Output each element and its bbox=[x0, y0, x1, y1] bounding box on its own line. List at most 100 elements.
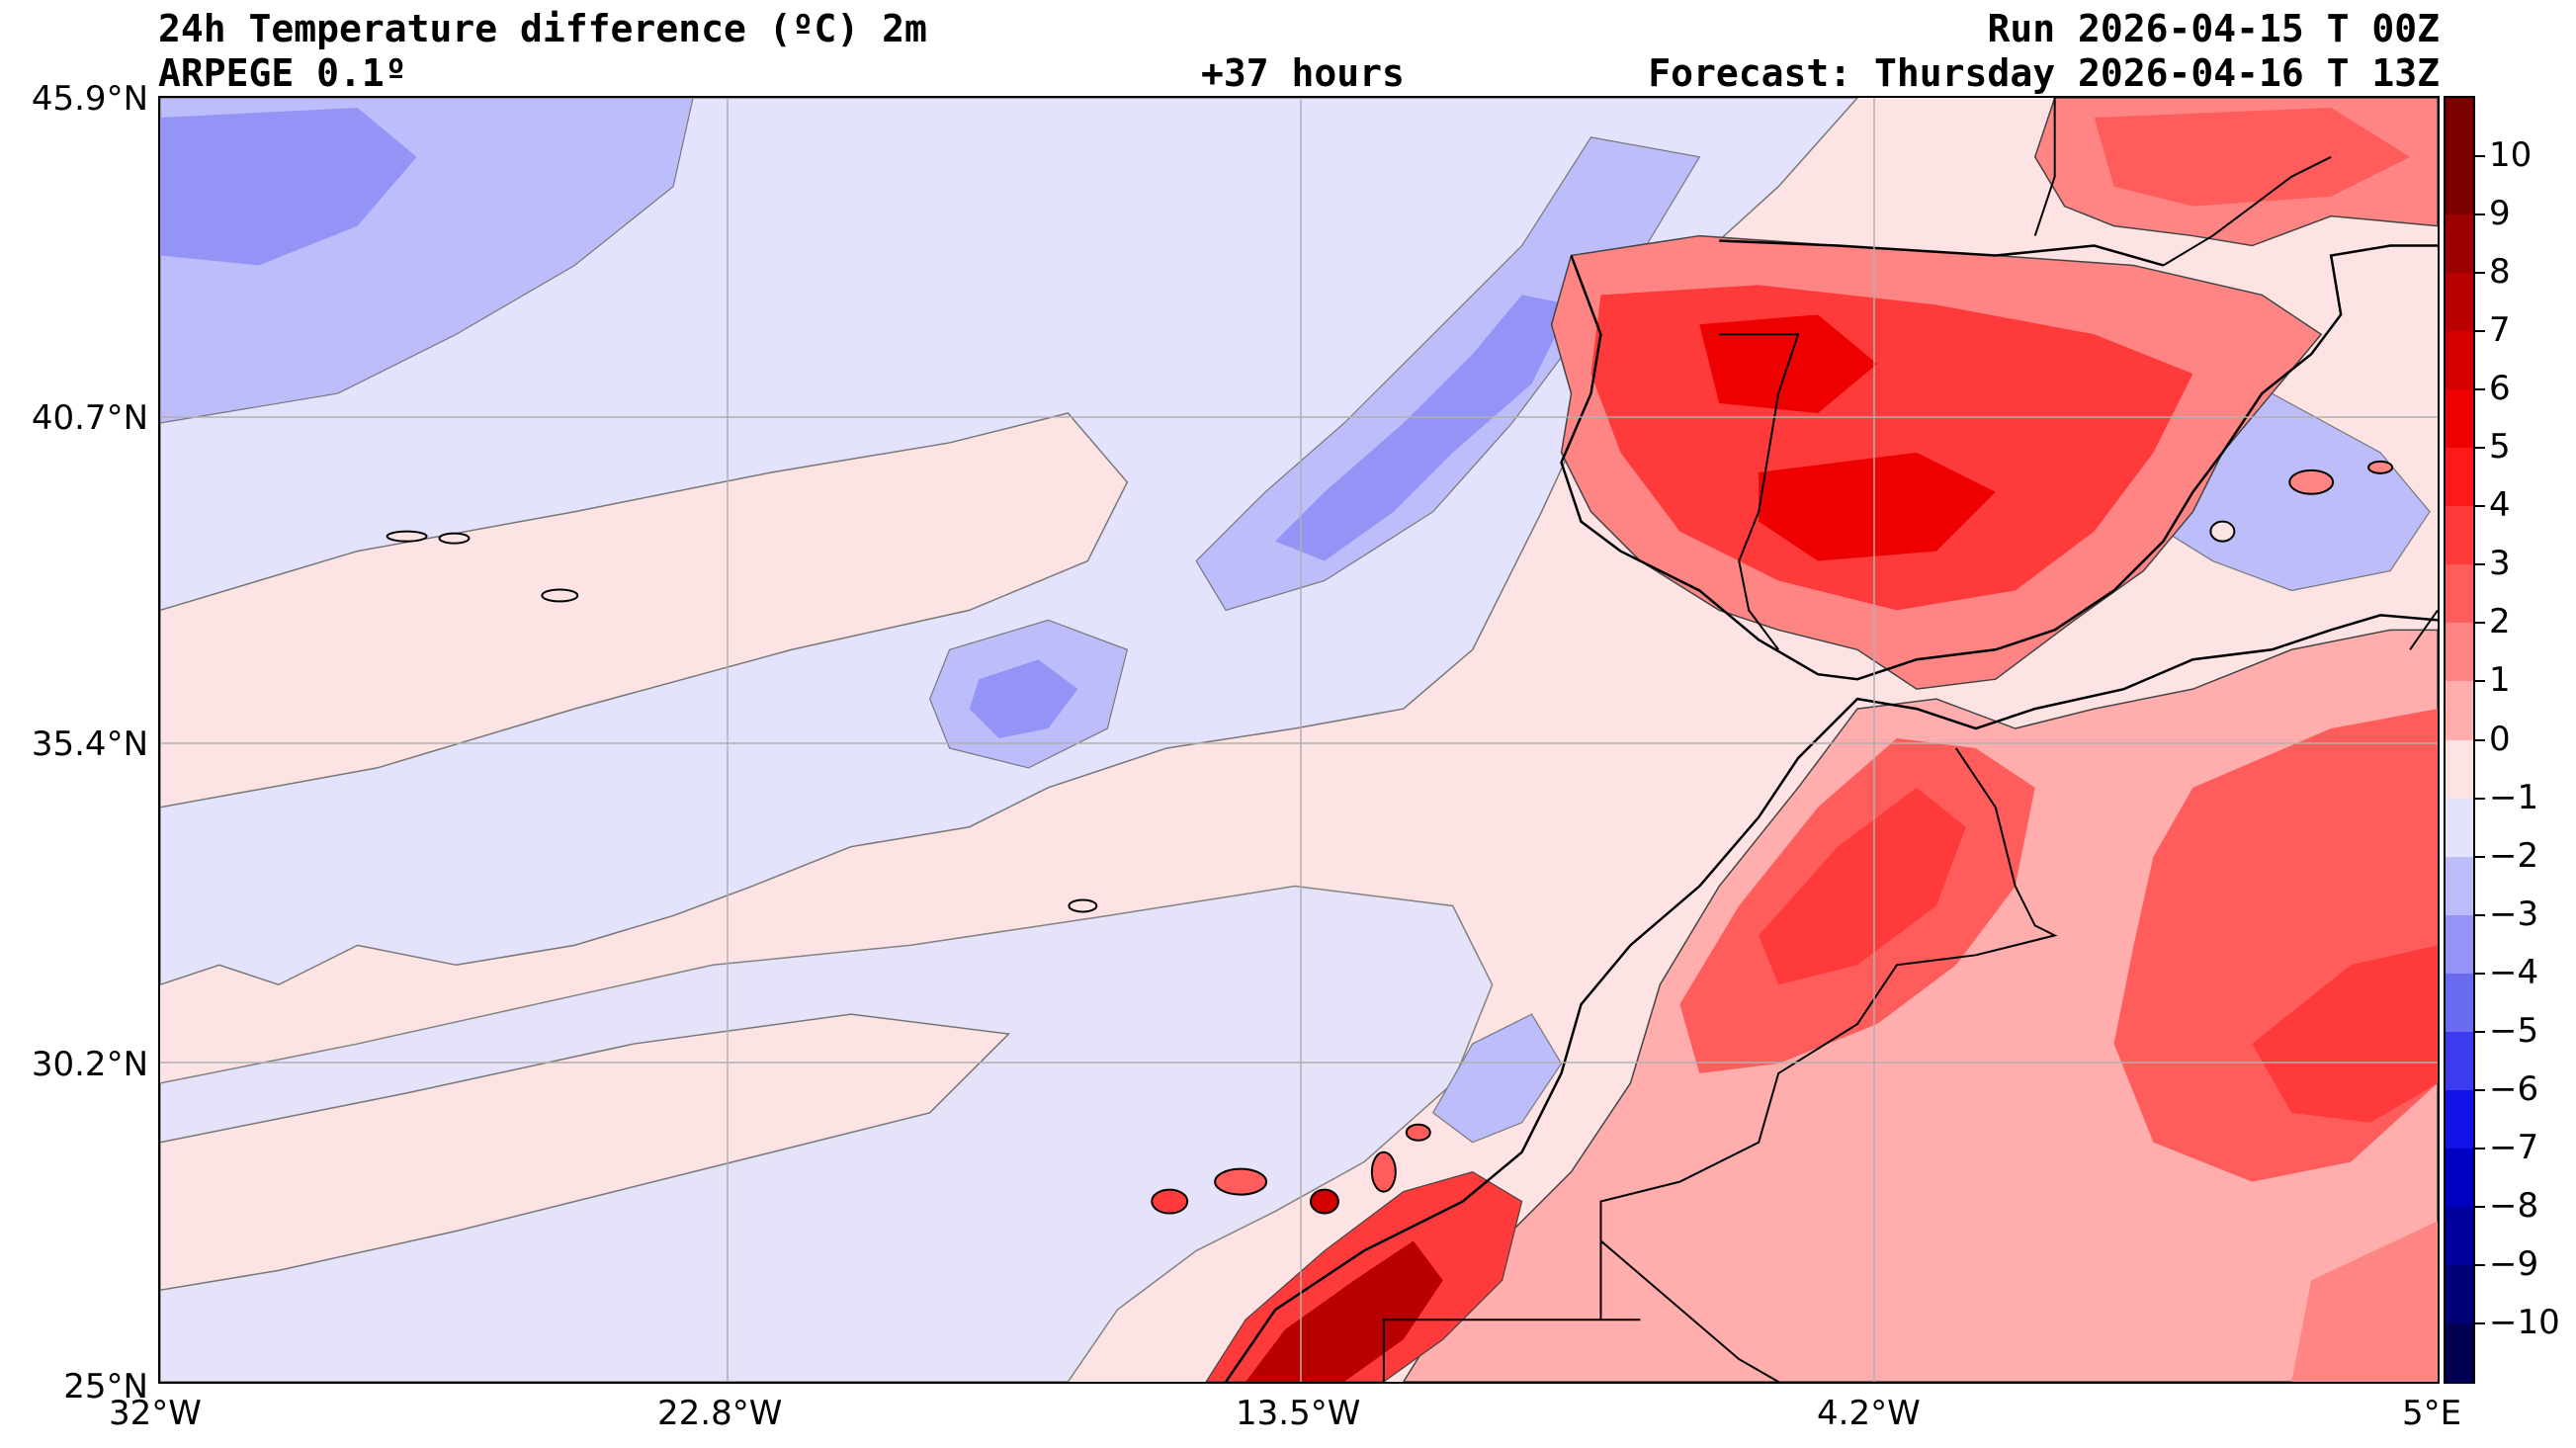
colorbar-tick bbox=[2475, 1321, 2485, 1324]
warm-patch-mid-atlantic bbox=[160, 412, 1129, 809]
warm-region-southeast-corner bbox=[2291, 1221, 2438, 1382]
colorbar-segment bbox=[2446, 739, 2473, 800]
colorbar-segment bbox=[2446, 914, 2473, 975]
madeira-island bbox=[1068, 898, 1098, 913]
azores-island-2 bbox=[438, 532, 471, 545]
colorbar bbox=[2444, 96, 2475, 1384]
lead-time-label: +37 hours bbox=[1201, 51, 1405, 95]
map-panel bbox=[158, 96, 2440, 1384]
morocco-algeria-border bbox=[1382, 747, 2058, 1382]
colorbar-label: −10 bbox=[2489, 1302, 2560, 1342]
colorbar-segment bbox=[2446, 389, 2473, 450]
colorbar-segment bbox=[2446, 273, 2473, 333]
colorbar-tick bbox=[2475, 155, 2485, 158]
warm-patch-southwest bbox=[160, 1013, 1011, 1292]
lat-label-30-2n: 30.2°N bbox=[31, 1045, 148, 1084]
forecast-label: Forecast: Thursday 2026-04-16 T 13Z bbox=[1648, 51, 2440, 95]
hot-core-morocco bbox=[1759, 787, 1966, 985]
hot-spot-iberia-2 bbox=[1759, 452, 1996, 561]
colorbar-tick bbox=[2475, 272, 2485, 275]
colorbar-tick bbox=[2475, 388, 2485, 391]
balearic-island-3 bbox=[2367, 460, 2394, 474]
lat-label-45-9n: 45.9°N bbox=[31, 79, 148, 119]
canary-island-2 bbox=[1214, 1167, 1268, 1196]
colorbar-label: 1 bbox=[2489, 660, 2511, 701]
colorbar-tick bbox=[2475, 213, 2485, 216]
colorbar-label: −6 bbox=[2489, 1068, 2539, 1109]
colorbar-label: −9 bbox=[2489, 1243, 2539, 1284]
colorbar-label: −7 bbox=[2489, 1127, 2539, 1167]
colorbar-tick bbox=[2475, 972, 2485, 975]
colorbar-label: 2 bbox=[2489, 602, 2511, 642]
colorbar-segment bbox=[2446, 448, 2473, 508]
hot-core-france bbox=[2094, 107, 2411, 207]
lat-label-40-7n: 40.7°N bbox=[31, 398, 148, 438]
colorbar-label: −1 bbox=[2489, 777, 2539, 817]
colorbar-label: 4 bbox=[2489, 485, 2511, 526]
colorbar-label: 7 bbox=[2489, 310, 2511, 351]
colorbar-label: 9 bbox=[2489, 194, 2511, 234]
colorbar-segment bbox=[2446, 1206, 2473, 1266]
colorbar-segment bbox=[2446, 856, 2473, 916]
temperature-map bbox=[160, 98, 2438, 1382]
canary-island-4 bbox=[1370, 1150, 1397, 1193]
canary-island-1 bbox=[1151, 1188, 1189, 1215]
canary-island-3 bbox=[1309, 1188, 1339, 1215]
azores-island-3 bbox=[541, 588, 579, 603]
colorbar-segment bbox=[2446, 156, 2473, 216]
colorbar-label: 6 bbox=[2489, 369, 2511, 409]
colorbar-tick bbox=[2475, 1088, 2485, 1091]
model-label: ARPEGE 0.1º bbox=[158, 51, 407, 95]
colorbar-label: −3 bbox=[2489, 894, 2539, 934]
colorbar-segment bbox=[2446, 623, 2473, 683]
colorbar-tick bbox=[2475, 330, 2485, 333]
colorbar-tick bbox=[2475, 738, 2485, 741]
colorbar-label: 10 bbox=[2489, 135, 2533, 176]
colorbar-segment bbox=[2446, 564, 2473, 625]
lon-label-4-2w: 4.2°W bbox=[1817, 1394, 1921, 1433]
colorbar-tick bbox=[2475, 563, 2485, 566]
colorbar-tick bbox=[2475, 1205, 2485, 1208]
colorbar-tick bbox=[2475, 1030, 2485, 1033]
hot-core-western-sahara bbox=[1245, 1240, 1443, 1382]
colorbar-tick bbox=[2475, 1147, 2485, 1150]
balearic-island-2 bbox=[2209, 520, 2236, 543]
colorbar-tick bbox=[2475, 505, 2485, 508]
colorbar-label: −4 bbox=[2489, 952, 2539, 992]
colorbar-label: −5 bbox=[2489, 1010, 2539, 1051]
africa-coastline bbox=[1225, 614, 2438, 1382]
colorbar-tick bbox=[2475, 913, 2485, 916]
colorbar-segment bbox=[2446, 331, 2473, 391]
colorbar-segment bbox=[2446, 973, 2473, 1033]
colorbar-tick bbox=[2475, 622, 2485, 625]
iberia-coastline bbox=[1560, 239, 2438, 681]
lat-label-25n: 25°N bbox=[63, 1367, 148, 1406]
colorbar-segment bbox=[2446, 98, 2473, 158]
cold-core-frontal bbox=[1275, 295, 1572, 561]
cold-strip-morocco-coast bbox=[1431, 1013, 1563, 1144]
colorbar-label: −2 bbox=[2489, 835, 2539, 876]
lon-label-13-5w: 13.5°W bbox=[1236, 1394, 1361, 1433]
chart-title: 24h Temperature difference (ºC) 2m bbox=[158, 7, 927, 50]
colorbar-segment bbox=[2446, 681, 2473, 741]
colorbar-segment bbox=[2446, 1264, 2473, 1324]
hot-core-algeria bbox=[2252, 945, 2438, 1123]
colorbar-tick bbox=[2475, 447, 2485, 450]
run-label: Run 2026-04-15 T 00Z bbox=[1987, 7, 2440, 50]
colorbar-label: 8 bbox=[2489, 252, 2511, 293]
colorbar-segment bbox=[2446, 214, 2473, 275]
graticule bbox=[160, 98, 2438, 1382]
lat-label-35-4n: 35.4°N bbox=[31, 724, 148, 764]
france-spain-border bbox=[2033, 98, 2332, 267]
colorbar-segment bbox=[2446, 1031, 2473, 1091]
colorbar-tick bbox=[2475, 1263, 2485, 1266]
algeria-tunisia-border bbox=[2409, 609, 2438, 650]
colorbar-segment bbox=[2446, 1089, 2473, 1150]
lon-label-22-8w: 22.8°W bbox=[657, 1394, 783, 1433]
azores-island-1 bbox=[386, 530, 428, 543]
lon-label-5e: 5°E bbox=[2402, 1394, 2462, 1433]
colorbar-label: 3 bbox=[2489, 544, 2511, 584]
cold-core-northwest bbox=[160, 107, 417, 266]
portugal-spain-border bbox=[1719, 333, 1800, 650]
canary-island-5 bbox=[1405, 1123, 1431, 1142]
